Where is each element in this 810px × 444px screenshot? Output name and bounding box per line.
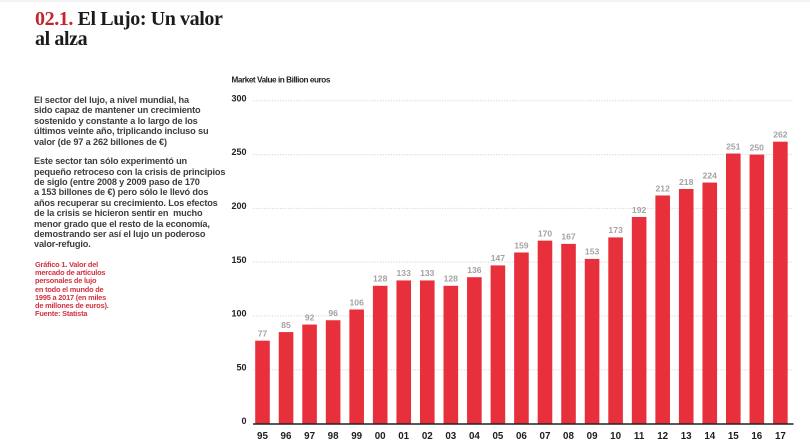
svg-text:250: 250 [750, 142, 765, 152]
svg-text:50: 50 [236, 362, 246, 372]
svg-text:251: 251 [726, 141, 741, 151]
svg-text:98: 98 [328, 431, 339, 442]
svg-text:136: 136 [467, 265, 482, 275]
svg-text:167: 167 [561, 232, 576, 242]
svg-text:106: 106 [350, 297, 365, 307]
svg-text:11: 11 [634, 431, 645, 442]
svg-text:250: 250 [231, 147, 246, 157]
svg-text:16: 16 [751, 431, 762, 442]
svg-text:128: 128 [373, 274, 388, 284]
svg-text:00: 00 [375, 431, 386, 442]
svg-text:150: 150 [231, 255, 246, 265]
svg-text:173: 173 [608, 225, 623, 235]
svg-text:92: 92 [305, 312, 315, 322]
svg-text:77: 77 [258, 329, 268, 339]
svg-text:212: 212 [656, 183, 671, 193]
svg-text:01: 01 [398, 431, 409, 442]
svg-text:08: 08 [563, 431, 574, 442]
svg-text:09: 09 [587, 431, 598, 442]
svg-text:95: 95 [257, 431, 268, 442]
svg-text:06: 06 [516, 431, 527, 442]
svg-text:99: 99 [351, 431, 362, 442]
svg-text:133: 133 [420, 268, 435, 278]
svg-text:133: 133 [397, 268, 412, 278]
svg-text:300: 300 [231, 93, 246, 103]
svg-text:14: 14 [704, 431, 715, 442]
svg-text:13: 13 [681, 431, 692, 442]
svg-text:03: 03 [445, 431, 456, 442]
svg-text:17: 17 [775, 431, 786, 442]
svg-text:170: 170 [538, 228, 553, 238]
svg-text:02: 02 [422, 431, 433, 442]
svg-text:262: 262 [773, 130, 788, 140]
svg-text:85: 85 [281, 320, 291, 330]
svg-text:147: 147 [491, 253, 506, 263]
svg-text:153: 153 [585, 247, 600, 257]
svg-text:96: 96 [328, 308, 338, 318]
svg-text:200: 200 [231, 201, 246, 211]
svg-text:05: 05 [492, 431, 503, 442]
svg-text:15: 15 [728, 431, 739, 442]
svg-text:0: 0 [241, 416, 246, 426]
svg-text:159: 159 [514, 240, 529, 250]
svg-text:97: 97 [304, 431, 315, 442]
svg-text:96: 96 [281, 431, 292, 442]
svg-text:12: 12 [657, 431, 668, 442]
svg-text:Market Value in Billion euros: Market Value in Billion euros [232, 76, 331, 85]
svg-text:04: 04 [469, 431, 480, 442]
svg-text:10: 10 [610, 431, 621, 442]
svg-text:100: 100 [231, 309, 246, 319]
svg-text:192: 192 [632, 205, 647, 215]
svg-text:128: 128 [444, 274, 459, 284]
svg-text:218: 218 [679, 177, 694, 187]
svg-text:07: 07 [540, 431, 551, 442]
svg-text:224: 224 [703, 170, 718, 180]
